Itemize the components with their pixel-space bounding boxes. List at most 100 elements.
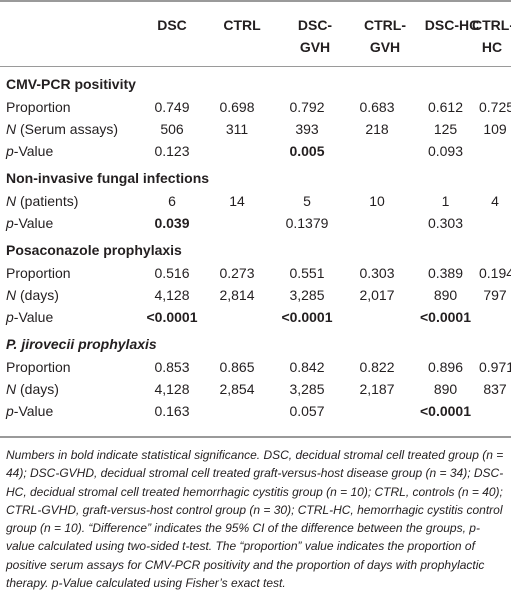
table-cell: 10 [369,193,385,209]
table-cell: 0.273 [219,265,255,281]
table-cell: 0.792 [289,99,325,115]
row-label: Proportion [6,359,71,375]
table-cell [479,306,511,328]
table-row: Proportion 0.516 0.273 0.551 0.303 0.389… [0,262,511,284]
table-cell: 311 [225,121,249,137]
table-cell [202,400,272,422]
section-title-pjirovecii: P. jirovecii prophylaxis [6,335,157,352]
section-header-row: P. jirovecii prophylaxis [0,328,511,356]
table-row: p-Value 0.123 0.005 0.093 [0,140,511,162]
table-cell: 125 [433,121,458,137]
table-cell-significant: <0.0001 [420,309,471,325]
table-cell-significant: <0.0001 [281,309,333,325]
table-cell: 0.123 [154,143,190,159]
table-cell: 797 [483,287,507,303]
table-cell: 109 [483,121,507,137]
table-cell: 0.194 [479,265,511,281]
table-cell: 3,285 [289,381,325,397]
table-row: p-Value 0.039 0.1379 0.303 [0,212,511,234]
table-cell [342,212,412,234]
row-label: Proportion [6,265,71,281]
table-cell [342,140,412,162]
section-title-cmv: CMV-PCR positivity [6,75,136,92]
row-label: N (days) [6,381,59,397]
table-cell [479,140,511,162]
table-cell [479,400,511,422]
table-cell: 2,187 [359,381,395,397]
table-cell: 0.163 [154,403,190,419]
table-cell: 890 [433,381,458,397]
section-title-fungal: Non-invasive fungal infections [6,169,210,186]
row-label: p-Value [6,403,54,419]
table-cell: 506 [160,121,184,137]
table-cell: 2,814 [219,287,255,303]
table-cell: 0.1379 [285,215,329,231]
table-cell: 0.896 [427,359,464,375]
table-cell: 0.389 [427,265,464,281]
table-cell: 0.698 [219,99,255,115]
table-cell: 0.971 [479,359,511,375]
table-cell: 4,128 [154,287,190,303]
table-cell-significant: <0.0001 [146,309,198,325]
table-cell: 0.853 [154,359,190,375]
table-cell: 890 [433,287,458,303]
table-cell: 0.683 [359,99,395,115]
table-cell: 0.303 [427,215,464,231]
table-footnote: Numbers in bold indicate statistical sig… [6,448,504,591]
table-cell: 3,285 [289,287,325,303]
table-cell: 0.551 [289,265,325,281]
header-dsc-hc: DSC-HC [424,17,480,33]
row-label: p-Value [6,309,54,325]
table-row: N (patients) 6 14 5 10 1 4 [0,190,511,212]
table-cell: 0.822 [359,359,395,375]
table-cell: 0.303 [359,265,395,281]
table-cell [342,306,412,328]
table-row: N (days) 4,128 2,854 3,285 2,187 890 837 [0,378,511,400]
row-label: N (Serum assays) [6,121,119,137]
table-cell [202,212,272,234]
table-cell: 393 [295,121,319,137]
table-row: p-Value 0.163 0.057 <0.0001 [0,400,511,422]
table-cell [202,306,272,328]
row-label: p-Value [6,143,54,159]
table-cell: 0.516 [154,265,190,281]
header-dsc: DSC [157,17,187,33]
table-cell: 0.842 [289,359,325,375]
table-row: N (Serum assays) 506 311 393 218 125 109 [0,118,511,140]
table-row: Proportion 0.749 0.698 0.792 0.683 0.612… [0,96,511,118]
section-header-row: CMV-PCR positivity [0,68,511,96]
table-cell: 5 [303,193,311,209]
table-cell: 2,017 [359,287,395,303]
table-row: N (days) 4,128 2,814 3,285 2,017 890 797 [0,284,511,306]
table-top-rule [0,0,511,2]
table-cell: 0.725 [479,99,511,115]
header-dsc-gvh: DSC- GVH [297,17,333,55]
table-row: Proportion 0.853 0.865 0.842 0.822 0.896… [0,356,511,378]
row-label: p-Value [6,215,54,231]
table-cell [342,400,412,422]
table-cell: 6 [168,193,176,209]
row-label: N (days) [6,287,59,303]
table-cell: 0.612 [427,99,464,115]
table-cell: 4 [491,193,499,209]
row-label: N (patients) [6,193,79,209]
table-cell-significant: 0.039 [154,215,190,231]
section-header-row: Non-invasive fungal infections [0,162,511,190]
table-cell [202,140,272,162]
table-cell: 0.749 [154,99,190,115]
header-rule [0,66,511,67]
table-cell: 0.865 [219,359,255,375]
section-title-posaconazole: Posaconazole prophylaxis [6,241,182,258]
header-ctrl: CTRL [223,17,261,33]
table-row: p-Value <0.0001 <0.0001 <0.0001 [0,306,511,328]
table-bottom-rule [0,436,511,438]
table-cell: 14 [229,193,245,209]
header-ctrl-hc: CTRL- HC [472,17,511,55]
table-cell: 0.057 [289,403,325,419]
table-cell: 0.093 [427,143,464,159]
table-cell [479,212,511,234]
table-cell: 837 [483,381,507,397]
header-ctrl-gvh: CTRL- GVH [364,17,406,55]
table-cell: 218 [365,121,389,137]
results-table: CMV-PCR positivity Proportion 0.749 0.69… [0,68,511,422]
